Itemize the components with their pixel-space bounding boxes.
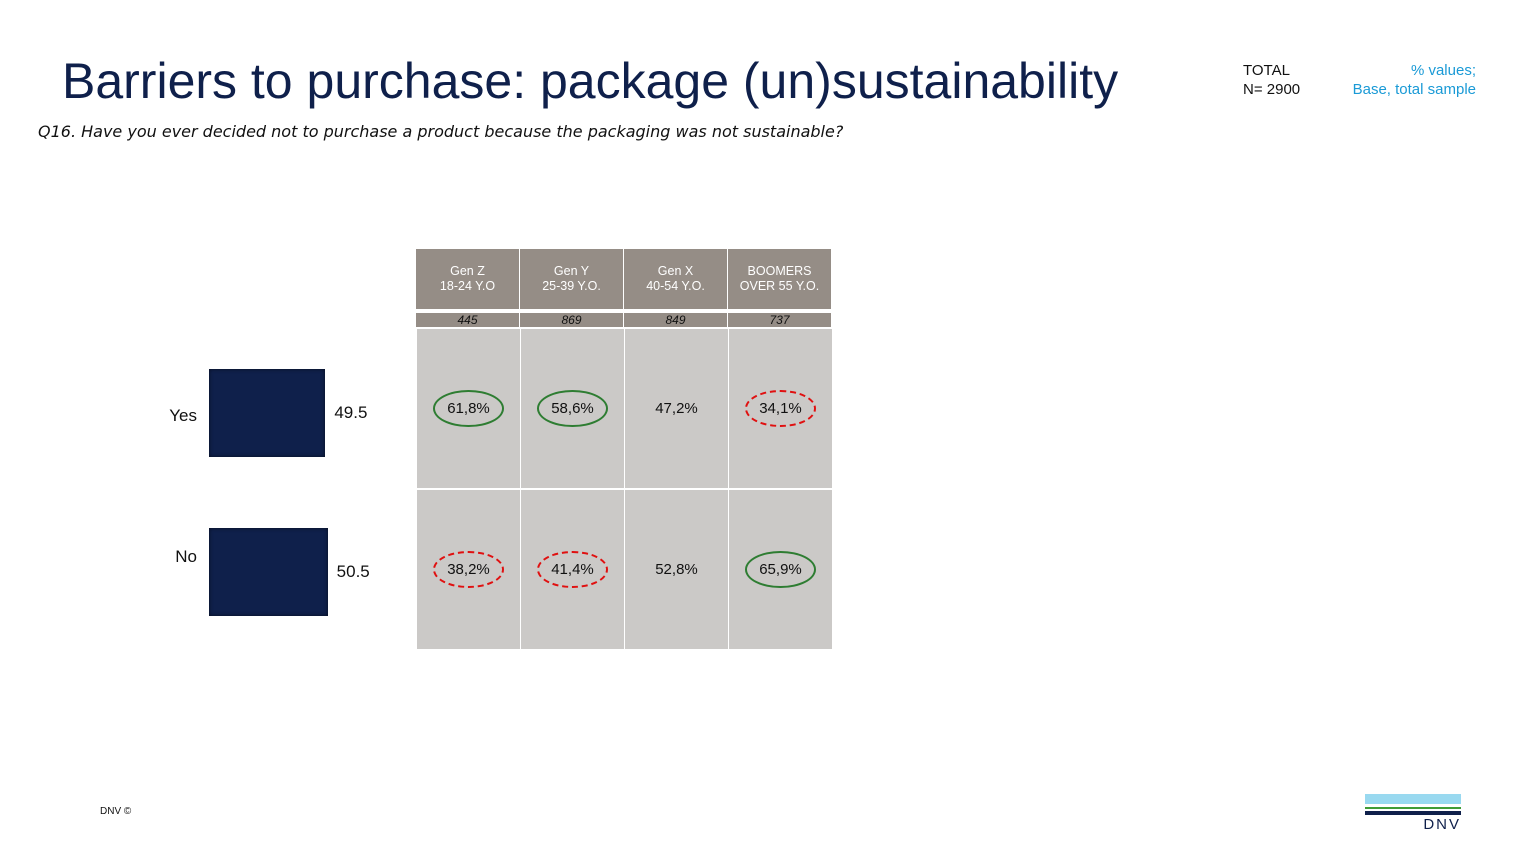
table-cell: 38,2% — [417, 490, 520, 649]
header-line1: Gen Y — [553, 264, 590, 278]
cell-value: 61,8% — [433, 390, 504, 427]
cell-value: 34,1% — [745, 390, 816, 427]
cell-value: 58,6% — [537, 390, 608, 427]
header-line2: 18-24 Y.O — [439, 279, 496, 293]
footer-copyright: DNV © — [100, 806, 132, 817]
column-header: Gen Z 18-24 Y.O — [416, 249, 519, 309]
cell-value: 65,9% — [745, 551, 816, 588]
total-n: N= 2900 — [1243, 81, 1301, 98]
cell-value: 41,4% — [537, 551, 608, 588]
column-base-n: 445 — [416, 313, 519, 327]
category-label: Yes — [169, 406, 197, 425]
cell-value: 52,8% — [655, 561, 698, 578]
header-line2: OVER 55 Y.O. — [739, 279, 820, 293]
table-cell: 47,2% — [625, 329, 728, 488]
total-label: TOTAL — [1243, 62, 1290, 79]
table-cell: 65,9% — [729, 490, 832, 649]
column-header: Gen X 40-54 Y.O. — [624, 249, 727, 309]
dnv-logo: DNV — [1365, 794, 1461, 833]
cell-value: 47,2% — [655, 400, 698, 417]
column-header: Gen Y 25-39 Y.O. — [520, 249, 623, 309]
data-label: 49.5 — [334, 403, 368, 422]
column-base-n: 849 — [624, 313, 727, 327]
total-info: TOTAL N= 2900 — [1243, 61, 1300, 99]
header-line1: Gen Z — [450, 264, 485, 278]
bar-no — [209, 528, 328, 616]
table-cell: 58,6% — [521, 329, 624, 488]
header-line1: BOOMERS — [747, 264, 812, 278]
base-info: % values; Base, total sample — [1353, 61, 1476, 99]
column-base-n: 869 — [520, 313, 623, 327]
logo-text: DNV — [1423, 816, 1461, 833]
table-cell: 34,1% — [729, 329, 832, 488]
column-header: BOOMERS OVER 55 Y.O. — [728, 249, 831, 309]
column-base-n: 737 — [728, 313, 831, 327]
page-title: Barriers to purchase: package (un)sustai… — [62, 53, 1119, 109]
table-cell: 41,4% — [521, 490, 624, 649]
table-cell: 52,8% — [625, 490, 728, 649]
base-line2: Base, total sample — [1352, 81, 1476, 98]
cell-value: 38,2% — [433, 551, 504, 588]
question-text: Q16. Have you ever decided not to purcha… — [38, 122, 844, 141]
category-label: No — [175, 547, 197, 566]
bar-yes — [209, 369, 326, 457]
header-line2: 40-54 Y.O. — [646, 279, 705, 293]
header-line1: Gen X — [657, 264, 694, 278]
header-line2: 25-39 Y.O. — [542, 279, 601, 293]
table-cell: 61,8% — [417, 329, 520, 488]
data-label: 50.5 — [336, 562, 370, 581]
base-line1: % values; — [1410, 62, 1476, 79]
